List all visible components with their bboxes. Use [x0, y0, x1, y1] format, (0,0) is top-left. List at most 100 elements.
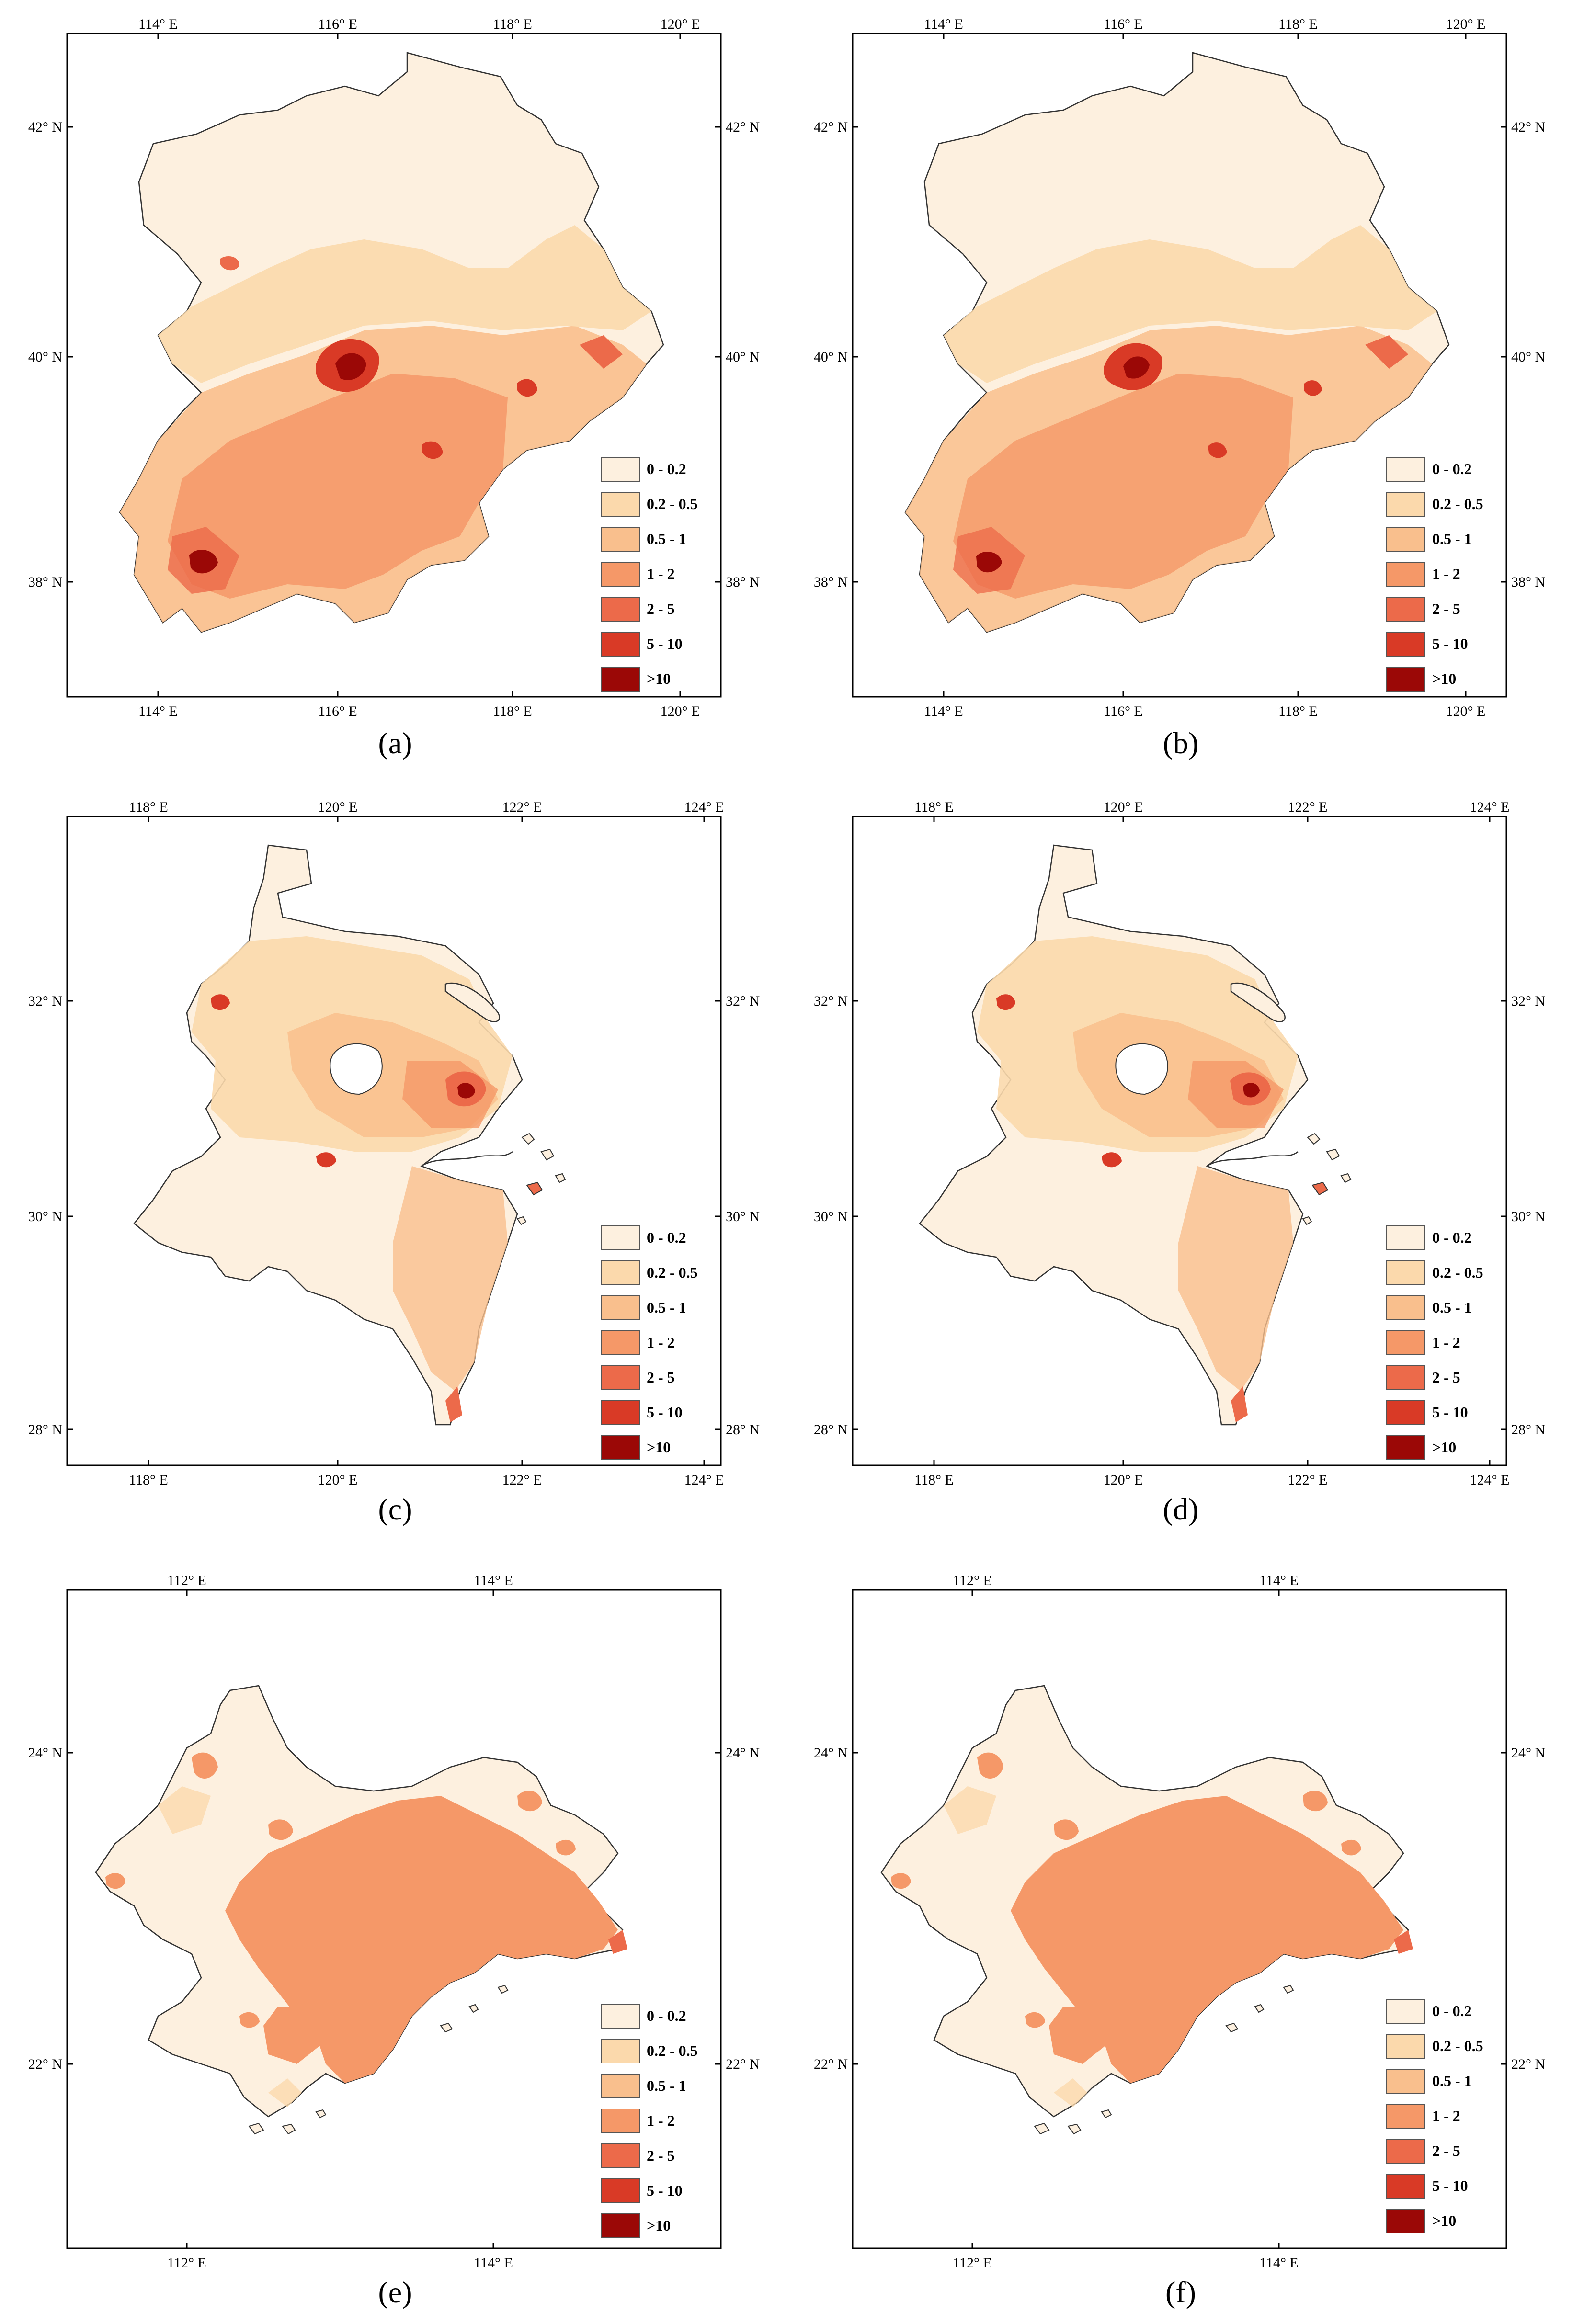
lat-tick-label: 22° N	[1511, 2056, 1545, 2072]
lon-tick-label: 118° E	[493, 703, 532, 719]
svg-text:0.2 - 0.5: 0.2 - 0.5	[1432, 1264, 1483, 1281]
legend-item: 5 - 10	[601, 632, 683, 657]
legend-item: 5 - 10	[601, 1400, 683, 1425]
panel-caption: (f)	[1165, 2275, 1196, 2309]
lat-tick-label: 40° N	[814, 349, 848, 365]
legend-item: 2 - 5	[601, 597, 675, 622]
svg-text:0.5 - 1: 0.5 - 1	[647, 1299, 686, 1316]
lat-tick-label: 22° N	[28, 2056, 62, 2072]
lon-ticks-bottom: 114° E 116° E 118° E 120° E	[924, 691, 1485, 719]
legend: 0 - 0.2 0.2 - 0.5 0.5 - 1 1 - 2 2 - 5 5 …	[1386, 1999, 1483, 2233]
legend: 0 - 0.2 0.2 - 0.5 0.5 - 1 1 - 2 2 - 5 5 …	[601, 457, 698, 692]
lon-tick-label: 112° E	[953, 1573, 992, 1588]
lon-tick-label: 122° E	[502, 799, 542, 815]
lon-tick-label: 120° E	[1446, 703, 1486, 719]
lon-tick-label: 118° E	[129, 799, 168, 815]
legend-item: 0.2 - 0.5	[601, 2039, 698, 2063]
legend-item: 0.5 - 1	[601, 2074, 686, 2098]
svg-text:5 - 10: 5 - 10	[647, 1404, 683, 1421]
legend-item: >10	[601, 2213, 671, 2238]
legend-item: 0.5 - 1	[1386, 527, 1472, 552]
lat-tick-label: 24° N	[726, 1745, 760, 1761]
map-f: 112° E 114° E 112° E 114° E 24° N 22° N …	[814, 1573, 1545, 2271]
map-panel-f: 112° E 114° E 112° E 114° E 24° N 22° N …	[786, 1547, 1576, 2313]
svg-text:0 - 0.2: 0 - 0.2	[1432, 1229, 1472, 1246]
legend-item: 1 - 2	[1386, 1330, 1460, 1355]
lat-tick-label: 42° N	[28, 119, 62, 135]
lon-tick-label: 120° E	[318, 1472, 358, 1488]
svg-text:5 - 10: 5 - 10	[1432, 2177, 1468, 2194]
lon-tick-label: 118° E	[914, 799, 954, 815]
legend-item: 0 - 0.2	[1386, 457, 1472, 482]
lon-ticks-bottom: 112° E 114° E	[953, 2243, 1299, 2271]
lon-tick-label: 114° E	[138, 703, 178, 719]
svg-text:2 - 5: 2 - 5	[1432, 1369, 1460, 1386]
map-b: 114° E 116° E 118° E 120° E 114° E 116° …	[814, 16, 1545, 719]
svg-text:2 - 5: 2 - 5	[647, 2147, 675, 2164]
lat-tick-label: 22° N	[726, 2056, 760, 2072]
lat-tick-label: 38° N	[726, 574, 760, 590]
lat-tick-label: 32° N	[814, 993, 848, 1009]
lon-tick-label: 124° E	[684, 799, 724, 815]
map-panel-c: 118° E 120° E 122° E 124° E 118° E 120° …	[0, 773, 790, 1540]
lon-tick-label: 118° E	[914, 1472, 954, 1488]
legend-item: 1 - 2	[601, 562, 675, 587]
lon-tick-label: 116° E	[1104, 703, 1143, 719]
map-frame	[852, 1589, 1507, 2249]
svg-text:>10: >10	[647, 2217, 671, 2234]
lon-tick-label: 112° E	[167, 1573, 206, 1588]
lon-tick-label: 120° E	[661, 703, 700, 719]
legend-item: 5 - 10	[1386, 1400, 1468, 1425]
legend-item: 0 - 0.2	[1386, 1999, 1472, 2024]
lon-tick-label: 118° E	[493, 16, 532, 32]
legend-item: 2 - 5	[1386, 597, 1460, 622]
svg-text:0 - 0.2: 0 - 0.2	[1432, 460, 1472, 477]
lat-tick-label: 42° N	[726, 119, 760, 135]
lon-tick-label: 124° E	[684, 1472, 724, 1488]
svg-text:5 - 10: 5 - 10	[1432, 1404, 1468, 1421]
lon-tick-label: 124° E	[1470, 799, 1510, 815]
region-shape	[133, 844, 566, 1426]
lat-tick-label: 32° N	[28, 993, 62, 1009]
lon-tick-label: 114° E	[1259, 2255, 1299, 2271]
svg-text:0.2 - 0.5: 0.2 - 0.5	[1432, 2037, 1483, 2054]
legend-item: 0 - 0.2	[601, 457, 686, 482]
lon-ticks-bottom: 112° E 114° E	[167, 2243, 513, 2271]
svg-text:2 - 5: 2 - 5	[647, 600, 675, 617]
lon-tick-label: 122° E	[502, 1472, 542, 1488]
lat-ticks-left: 32° N 30° N 28° N	[28, 993, 73, 1438]
legend-item: 0.5 - 1	[601, 527, 686, 552]
lon-tick-label: 118° E	[129, 1472, 168, 1488]
svg-text:2 - 5: 2 - 5	[1432, 600, 1460, 617]
legend-item: 1 - 2	[1386, 562, 1460, 587]
lat-ticks-left: 32° N 30° N 28° N	[814, 993, 858, 1438]
svg-text:>10: >10	[647, 670, 671, 687]
lat-tick-label: 24° N	[814, 1745, 848, 1761]
lon-tick-label: 116° E	[318, 703, 357, 719]
map-c: 118° E 120° E 122° E 124° E 118° E 120° …	[28, 799, 760, 1488]
lat-tick-label: 38° N	[28, 574, 62, 590]
lat-ticks-right: 42° N 40° N 38° N	[1501, 119, 1545, 590]
map-d: 118° E 120° E 122° E 124° E 118° E 120° …	[814, 799, 1545, 1488]
legend-item: 5 - 10	[1386, 632, 1468, 657]
legend-item: 1 - 2	[1386, 2104, 1460, 2129]
svg-text:>10: >10	[1432, 670, 1456, 687]
svg-text:0 - 0.2: 0 - 0.2	[1432, 2002, 1472, 2019]
lon-tick-label: 116° E	[318, 16, 357, 32]
legend-item: 1 - 2	[601, 1330, 675, 1355]
lon-ticks-top: 112° E 114° E	[953, 1573, 1299, 1596]
svg-text:5 - 10: 5 - 10	[647, 2182, 683, 2199]
svg-text:0.5 - 1: 0.5 - 1	[647, 2077, 686, 2094]
svg-text:5 - 10: 5 - 10	[647, 635, 683, 652]
lon-tick-label: 114° E	[474, 2255, 513, 2271]
svg-text:0 - 0.2: 0 - 0.2	[647, 1229, 686, 1246]
lon-ticks-bottom: 114° E 116° E 118° E 120° E	[138, 691, 700, 719]
lon-tick-label: 114° E	[474, 1573, 513, 1588]
svg-text:1 - 2: 1 - 2	[1432, 565, 1460, 582]
lon-tick-label: 120° E	[1104, 1472, 1143, 1488]
lat-tick-label: 28° N	[814, 1422, 848, 1438]
legend-item: >10	[601, 667, 671, 692]
svg-text:0.5 - 1: 0.5 - 1	[1432, 1299, 1472, 1316]
lat-tick-label: 40° N	[726, 349, 760, 365]
legend-item: >10	[1386, 2209, 1456, 2233]
